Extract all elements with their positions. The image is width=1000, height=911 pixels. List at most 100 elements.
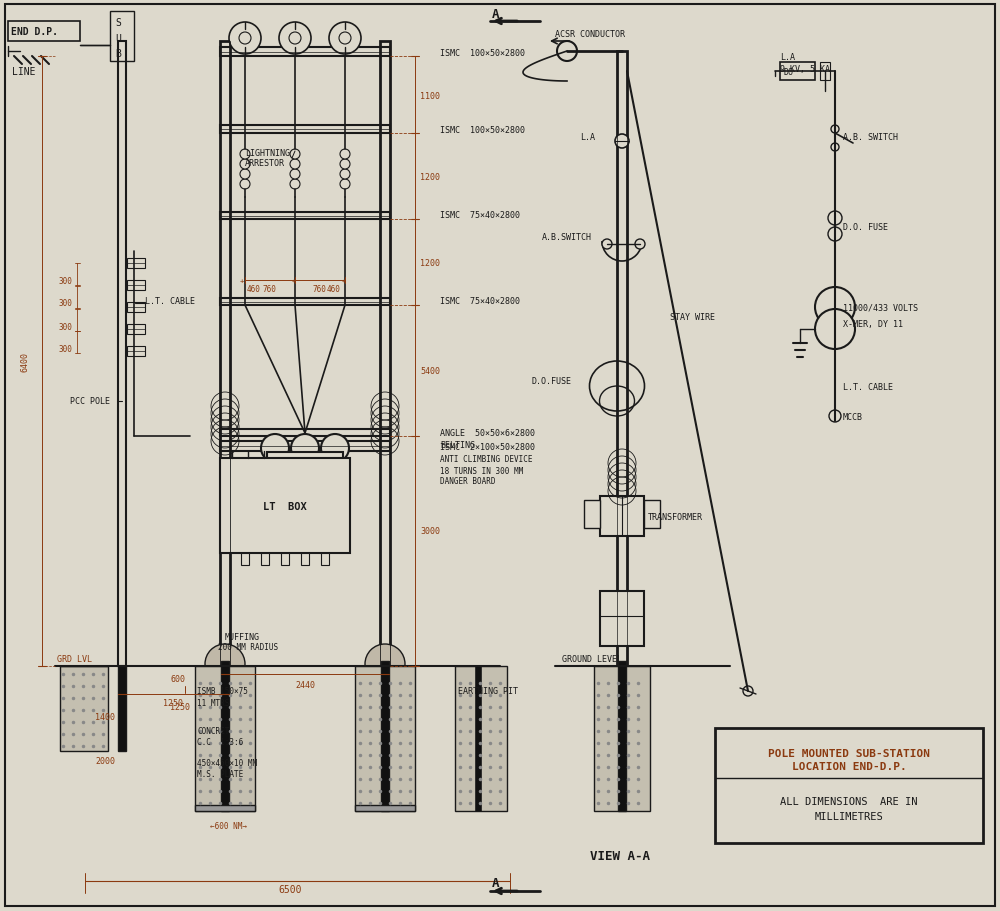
Text: 1100: 1100 xyxy=(420,91,440,100)
Text: 760: 760 xyxy=(312,285,326,294)
Bar xyxy=(321,553,329,566)
Circle shape xyxy=(240,159,250,169)
Text: L.A: L.A xyxy=(580,132,595,141)
Bar xyxy=(475,666,481,811)
Circle shape xyxy=(290,149,300,159)
Text: M.S. PLATE: M.S. PLATE xyxy=(197,770,243,779)
Text: 1200: 1200 xyxy=(420,258,440,267)
Text: ARRESTOR: ARRESTOR xyxy=(245,159,285,169)
Text: DO: DO xyxy=(783,67,793,77)
Text: END D.P.: END D.P. xyxy=(11,27,58,37)
Text: 6500: 6500 xyxy=(278,884,302,894)
Circle shape xyxy=(635,240,645,250)
Bar xyxy=(220,126,390,134)
Circle shape xyxy=(602,240,612,250)
Text: 300: 300 xyxy=(58,344,72,353)
Bar xyxy=(600,591,644,646)
Text: VIEW A-A: VIEW A-A xyxy=(590,850,650,863)
Bar xyxy=(127,281,145,291)
Text: ISMC  75×40×2800: ISMC 75×40×2800 xyxy=(440,211,520,220)
Bar xyxy=(820,63,830,81)
Circle shape xyxy=(240,179,250,189)
Text: LINE: LINE xyxy=(12,67,36,77)
Bar xyxy=(600,496,644,537)
Bar xyxy=(60,666,108,752)
Circle shape xyxy=(321,435,349,463)
Text: 200 MM RADIUS: 200 MM RADIUS xyxy=(218,641,278,650)
Text: C.C  1:3:6: C.C 1:3:6 xyxy=(197,738,243,747)
Bar xyxy=(127,324,145,334)
Text: 11 MTRS: 11 MTRS xyxy=(197,699,229,708)
Bar xyxy=(261,553,269,566)
Circle shape xyxy=(365,644,405,684)
Bar xyxy=(220,299,390,306)
Bar xyxy=(110,12,134,62)
Circle shape xyxy=(815,288,855,328)
Circle shape xyxy=(291,435,319,463)
Text: ANGLE  50×50×6×2800: ANGLE 50×50×6×2800 xyxy=(440,428,535,437)
Text: S: S xyxy=(115,18,121,28)
Text: +: + xyxy=(240,278,244,283)
Bar xyxy=(118,42,126,666)
Text: LIGHTNING: LIGHTNING xyxy=(245,149,290,159)
Text: 600: 600 xyxy=(170,675,185,684)
Text: +: + xyxy=(342,278,346,283)
Text: DANGER BOARD: DANGER BOARD xyxy=(440,477,496,486)
Circle shape xyxy=(290,179,300,189)
Bar xyxy=(355,666,415,811)
Circle shape xyxy=(831,126,839,134)
Bar xyxy=(301,553,309,566)
Text: 300: 300 xyxy=(58,276,72,285)
Text: D.O. FUSE: D.O. FUSE xyxy=(843,222,888,231)
Text: LT  BOX: LT BOX xyxy=(263,501,307,511)
Circle shape xyxy=(295,455,315,475)
Circle shape xyxy=(325,455,345,475)
Bar xyxy=(127,259,145,269)
Text: PCC POLE: PCC POLE xyxy=(70,397,110,406)
Bar xyxy=(355,805,415,811)
Text: 1250: 1250 xyxy=(170,701,190,711)
Bar xyxy=(195,666,255,811)
Circle shape xyxy=(340,149,350,159)
Text: 460: 460 xyxy=(247,285,261,294)
Text: +: + xyxy=(292,278,296,283)
Text: LOCATION END-D.P.: LOCATION END-D.P. xyxy=(792,762,906,771)
Circle shape xyxy=(261,435,289,463)
Bar xyxy=(220,429,390,436)
Text: X-MER, DY 11: X-MER, DY 11 xyxy=(843,319,903,328)
Text: ACSR CONDUCTOR: ACSR CONDUCTOR xyxy=(555,29,625,38)
Text: ALL DIMENSIONS  ARE IN: ALL DIMENSIONS ARE IN xyxy=(780,796,918,806)
Bar xyxy=(715,728,983,843)
Text: 1200: 1200 xyxy=(420,172,440,181)
Text: 1400: 1400 xyxy=(95,711,115,721)
Bar xyxy=(127,302,145,312)
Text: CONCRET: CONCRET xyxy=(197,727,229,736)
Circle shape xyxy=(340,169,350,179)
Circle shape xyxy=(831,144,839,152)
Text: A: A xyxy=(492,876,500,889)
Text: 2440: 2440 xyxy=(295,680,315,689)
Text: 3000: 3000 xyxy=(420,527,440,536)
Bar xyxy=(220,442,390,452)
Bar xyxy=(618,661,626,811)
Text: B: B xyxy=(115,49,121,59)
Text: 2000: 2000 xyxy=(95,757,115,765)
Bar xyxy=(241,553,249,566)
Text: L.T. CABLE: L.T. CABLE xyxy=(145,297,195,306)
Text: ISMB 150×75: ISMB 150×75 xyxy=(197,687,248,696)
Text: POLE MOUNTED SUB-STATION: POLE MOUNTED SUB-STATION xyxy=(768,748,930,758)
Bar xyxy=(584,500,600,528)
Circle shape xyxy=(828,211,842,226)
Circle shape xyxy=(828,228,842,241)
Text: D.O.FUSE: D.O.FUSE xyxy=(532,377,572,386)
Bar xyxy=(220,48,390,57)
Text: 450×450×10 MM: 450×450×10 MM xyxy=(197,759,257,768)
Circle shape xyxy=(289,33,301,45)
Bar xyxy=(195,805,255,811)
Text: 460: 460 xyxy=(327,285,341,294)
Text: 760: 760 xyxy=(262,285,276,294)
Circle shape xyxy=(557,42,577,62)
Text: GROUND LEVEL: GROUND LEVEL xyxy=(562,654,622,663)
Circle shape xyxy=(239,33,251,45)
Text: 18 TURNS IN 300 MM: 18 TURNS IN 300 MM xyxy=(440,466,523,475)
